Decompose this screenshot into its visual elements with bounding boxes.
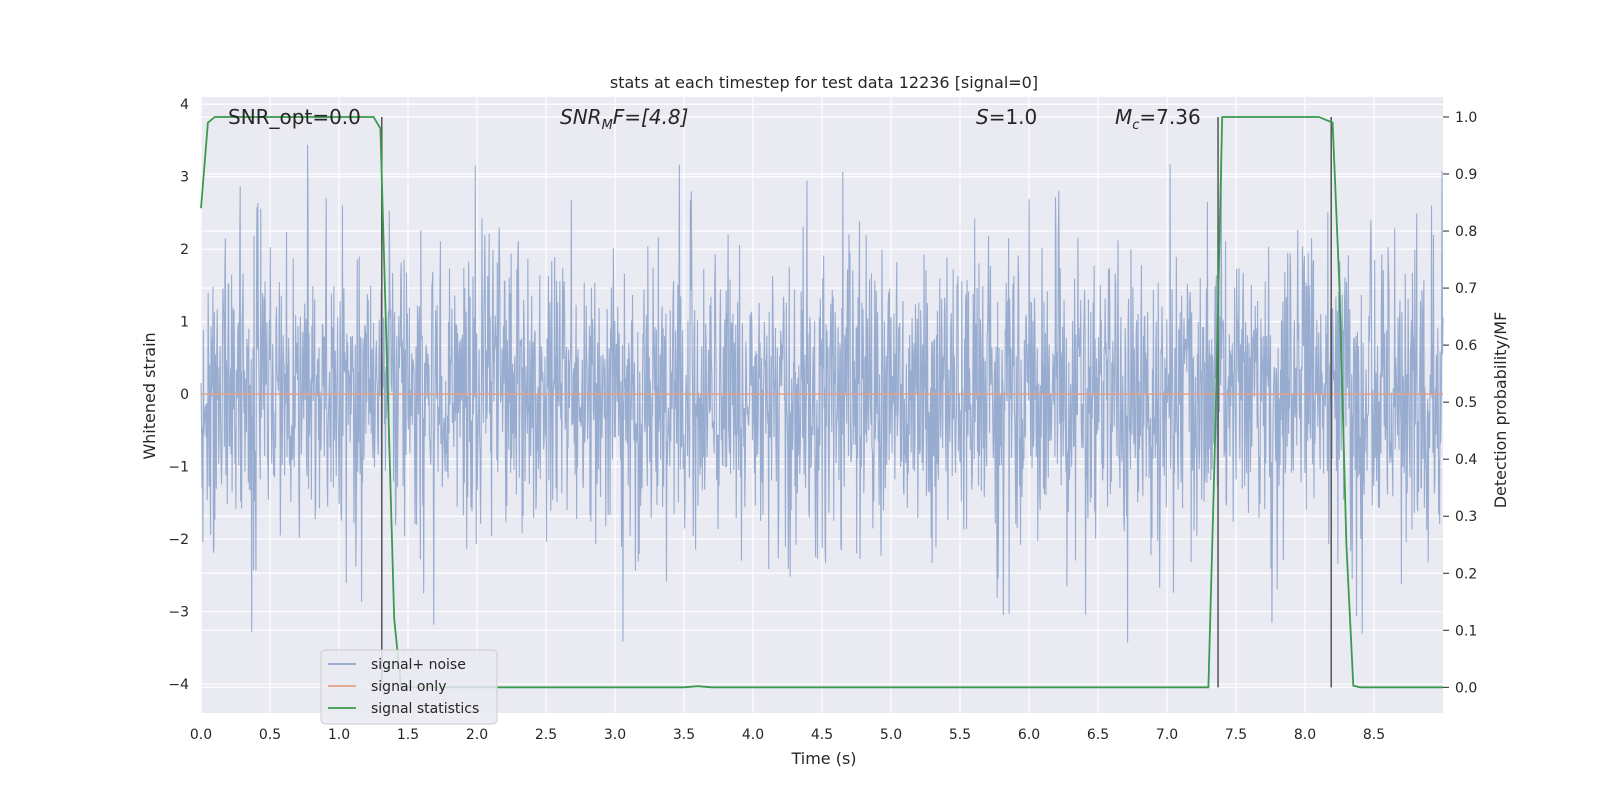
y2-tick-label-7: 0.7 [1455,281,1477,297]
y-tick-label-2: −2 [168,532,189,548]
x-tick-label-8: 4.0 [742,727,764,743]
x-axis-label: Time (s) [790,749,856,768]
x-tick-label-4: 2.0 [466,727,488,743]
y-tick-label-3: −1 [168,460,189,476]
y-tick-label-6: 2 [180,242,189,258]
y2-tick-label-8: 0.8 [1455,224,1477,240]
x-tick-label-9: 4.5 [811,727,833,743]
x-tick-label-16: 8.0 [1294,727,1316,743]
x-tick-label-2: 1.0 [328,727,350,743]
y-tick-label-0: −4 [168,677,189,693]
annotation-snr-mf-sub: M [602,118,613,133]
annotation-snr-mf: SNRMF=[4.8] [560,105,688,133]
y2-tick-label-10: 1.0 [1455,110,1477,126]
annotation-s: S=1.0 [976,105,1037,129]
noise-line [200,144,1444,643]
x-tick-label-11: 5.5 [949,727,971,743]
vertical-markers [381,116,1332,688]
y2-tick-label-4: 0.4 [1455,452,1477,468]
x-tick-label-12: 6.0 [1018,727,1040,743]
annotation-mc-sub: c [1132,118,1139,133]
y-tick-label-4: 0 [180,387,189,403]
x-tick-label-6: 3.0 [604,727,626,743]
legend-label-signal-noise: signal+ noise [371,657,466,673]
y-tick-label-8: 4 [180,97,189,113]
y2-tick-label-3: 0.3 [1455,509,1477,525]
y-tick-label-1: −3 [168,605,189,621]
y-axis-left: −4 −3 −2 −1 0 1 2 3 4 [168,97,189,693]
series-signal-noise [200,144,1444,643]
x-tick-label-0: 0.0 [190,727,212,743]
x-tick-label-14: 7.0 [1156,727,1178,743]
x-axis: 0.0 0.5 1.0 1.5 2.0 2.5 3.0 3.5 4.0 4.5 5.0 5.5 6.0 6… [190,727,1385,743]
x-tick-label-7: 3.5 [673,727,695,743]
y2-tick-label-1: 0.1 [1455,623,1477,639]
x-tick-label-1: 0.5 [259,727,281,743]
series-signal-statistics [200,116,1443,689]
annotation-s-base: S [976,105,989,129]
y2-tick-label-2: 0.2 [1455,566,1477,582]
legend-label-signal-only: signal only [371,679,446,695]
legend-box [320,649,498,725]
x-tick-label-15: 7.5 [1225,727,1247,743]
annotation-snr-mf-base: SNR [560,105,602,129]
annotation-mc-base: M [1115,105,1132,129]
annotation-mc: Mc=7.36 [1115,105,1201,133]
y-tick-label-5: 1 [180,315,189,331]
annotation-snr-mf-rest: F=[4.8] [613,105,689,129]
y-axis-right: 0.0 0.1 0.2 0.3 0.4 0.5 0.6 0.7 0.8 0.9 1.0 [1443,110,1477,696]
x-tick-label-3: 1.5 [397,727,419,743]
y-axis-label: Whitened strain [140,332,159,459]
chart-title: stats at each timestep for test data 122… [610,73,1038,92]
y2-tick-label-0: 0.0 [1455,680,1477,696]
annotation-snr-opt: SNR_opt=0.0 [228,105,361,129]
x-tick-label-13: 6.5 [1087,727,1109,743]
x-tick-label-5: 2.5 [535,727,557,743]
annotation-s-rest: =1.0 [989,105,1038,129]
signal-statistics-line [200,116,1443,689]
y-tick-label-7: 3 [180,170,189,186]
y2-tick-label-6: 0.6 [1455,338,1477,354]
y2-tick-label-5: 0.5 [1455,395,1477,411]
y2-axis-label: Detection probability/MF [1491,312,1510,509]
legend: signal+ noise signal only signal statist… [320,649,498,725]
annotation-mc-rest: =7.36 [1139,105,1200,129]
legend-label-signal-statistics: signal statistics [371,701,479,717]
x-tick-label-17: 8.5 [1363,727,1385,743]
x-tick-label-10: 5.0 [880,727,902,743]
y2-tick-label-9: 0.9 [1455,167,1477,183]
